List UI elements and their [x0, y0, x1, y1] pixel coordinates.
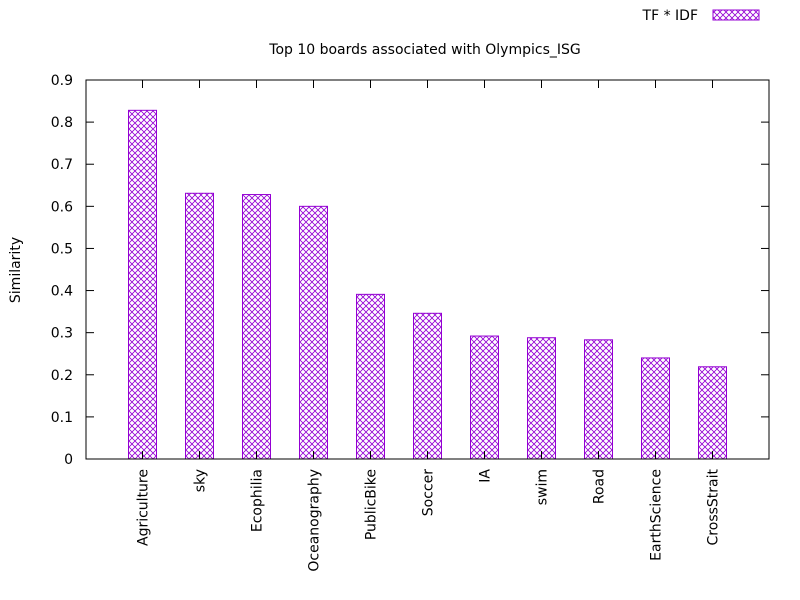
- x-tick-label: sky: [193, 469, 209, 492]
- y-tick-label: 0.8: [51, 115, 73, 131]
- x-tick-label: Ecophilia: [250, 469, 266, 532]
- x-tick-label: Road: [592, 469, 608, 504]
- x-axis-ticks: Agriculture sky Ecophilia Oceanography Publi…: [136, 80, 722, 572]
- legend: TF * IDF: [642, 8, 760, 24]
- y-tick-label: 0.7: [51, 157, 73, 173]
- bar-publicbike: [356, 293, 385, 460]
- bar-earthscience: [641, 357, 670, 460]
- bar-agriculture: [128, 109, 157, 460]
- y-tick-label: 0.5: [51, 241, 73, 257]
- y-tick-label: 0.2: [51, 368, 73, 384]
- y-tick-label: 0.4: [51, 284, 73, 300]
- y-tick-label: 0: [64, 452, 73, 468]
- y-axis-label: Similarity: [8, 237, 24, 303]
- legend-swatch: [712, 9, 760, 21]
- y-tick-label: 0.9: [51, 73, 73, 89]
- x-tick-label: Oceanography: [307, 469, 323, 572]
- plot-area-border: [85, 79, 770, 460]
- bar-sky: [185, 192, 214, 460]
- x-tick-label: Soccer: [421, 469, 437, 516]
- x-tick-label: swim: [535, 469, 551, 505]
- chart-title: Top 10 boards associated with Olympics_I…: [268, 42, 580, 58]
- bar-road: [584, 339, 613, 460]
- x-tick-label: Agriculture: [136, 469, 152, 546]
- bar-swim: [527, 337, 556, 460]
- bar-oceanography: [299, 205, 328, 460]
- bar-ia: [470, 335, 499, 460]
- bar-soccer: [413, 312, 442, 460]
- x-tick-label: IA: [478, 469, 494, 483]
- y-tick-label: 0.1: [51, 410, 73, 426]
- bar-ecophilia: [242, 194, 271, 460]
- bar-crossstrait: [698, 366, 727, 460]
- x-tick-label: CrossStrait: [706, 468, 722, 545]
- y-tick-label: 0.6: [51, 199, 73, 215]
- y-axis-ticks: 0 0.1 0.2 0.3 0.4 0.5 0.6 0.7 0.8 0.9: [51, 73, 769, 468]
- legend-label: TF * IDF: [642, 8, 698, 24]
- y-tick-label: 0.3: [51, 326, 73, 342]
- x-tick-label: EarthScience: [649, 469, 665, 561]
- x-tick-label: PublicBike: [364, 469, 380, 540]
- bars: [128, 109, 727, 460]
